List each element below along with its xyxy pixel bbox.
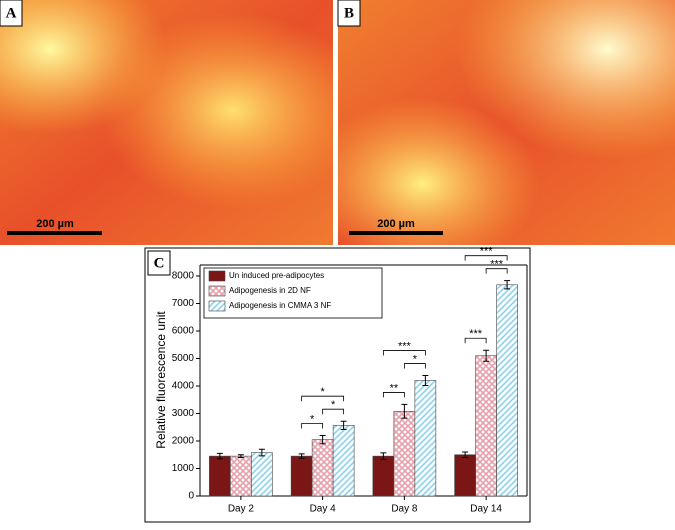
panel-label: A (6, 5, 17, 21)
significance-label: * (310, 413, 315, 425)
error-bar (319, 435, 326, 445)
error-bar (462, 451, 469, 458)
error-bar (340, 420, 347, 430)
y-tick-label: 7000 (172, 298, 195, 309)
scale-bar-label: 200 µm (377, 218, 415, 230)
panel-label-box (147, 250, 171, 276)
micrograph-b: B 200 µm (337, 0, 675, 245)
bar (372, 455, 395, 497)
legend-swatch (208, 300, 226, 312)
y-tick-label: 4000 (172, 381, 195, 392)
significance-label: * (320, 386, 325, 398)
bar (475, 355, 497, 497)
legend-swatch (208, 270, 226, 282)
bar (414, 380, 437, 497)
significance-bracket (301, 395, 345, 402)
error-bar (401, 403, 408, 419)
legend-label: Un induced pre-adipocytes (229, 271, 324, 280)
error-bar (298, 453, 305, 459)
chart: 0 1000 2000 3000 4000 5000 6000 7000 8000 Day 2 Da… (172, 246, 528, 515)
bar (290, 455, 313, 497)
significance-label: *** (480, 246, 494, 258)
error-bar (216, 452, 223, 460)
significance-bracket (464, 337, 487, 344)
micrograph-a: A 200 µm (0, 0, 333, 245)
bar (454, 454, 476, 497)
x-tick-label: Day 4 (310, 504, 337, 515)
error-bar (504, 280, 511, 290)
legend-label: Adipogenesis in CMMA 3 NF (229, 301, 331, 310)
significance-bracket (485, 268, 508, 274)
y-tick-label: 6000 (172, 326, 195, 337)
significance-bracket (382, 392, 405, 398)
bar (332, 425, 355, 497)
legend-label: Adipogenesis in 2D NF (229, 286, 311, 295)
bar (251, 452, 273, 497)
error-bar (258, 448, 265, 457)
significance-label: *** (469, 328, 483, 340)
panel-label: C (154, 255, 165, 271)
significance-bracket (382, 350, 426, 356)
error-bar (380, 452, 387, 460)
bar (230, 455, 252, 497)
bar (209, 455, 231, 497)
bar (496, 284, 518, 497)
y-axis-title: Relative fluorescence unit (154, 311, 168, 449)
significance-bracket (301, 423, 324, 429)
error-bar (422, 375, 429, 386)
y-tick-label: 3000 (172, 408, 195, 419)
bar (311, 439, 334, 497)
legend-swatch (208, 285, 226, 297)
significance-bracket (403, 363, 426, 369)
y-tick-label: 2000 (172, 436, 195, 447)
error-bar (483, 349, 490, 362)
significance-label: *** (490, 259, 504, 271)
x-tick-label: Day 14 (470, 504, 502, 515)
scale-bar-label: 200 µm (36, 218, 74, 230)
y-tick-label: 0 (188, 491, 194, 502)
y-tick-label: 1000 (172, 463, 195, 474)
significance-label: ** (390, 382, 399, 394)
x-tick-label: Day 8 (391, 504, 418, 515)
y-tick-label: 5000 (172, 353, 195, 364)
y-tick-label: 8000 (172, 271, 195, 282)
panel-label: B (344, 5, 354, 21)
error-bar (237, 454, 244, 458)
significance-bracket (322, 408, 345, 415)
significance-label: * (331, 399, 336, 411)
bar (393, 410, 416, 497)
significance-label: *** (398, 340, 412, 352)
x-tick-label: Day 2 (228, 504, 255, 515)
significance-label: * (413, 353, 418, 365)
legend: Un induced pre-adipocytes Adipogenesis in… (203, 267, 383, 319)
significance-bracket (464, 255, 508, 261)
